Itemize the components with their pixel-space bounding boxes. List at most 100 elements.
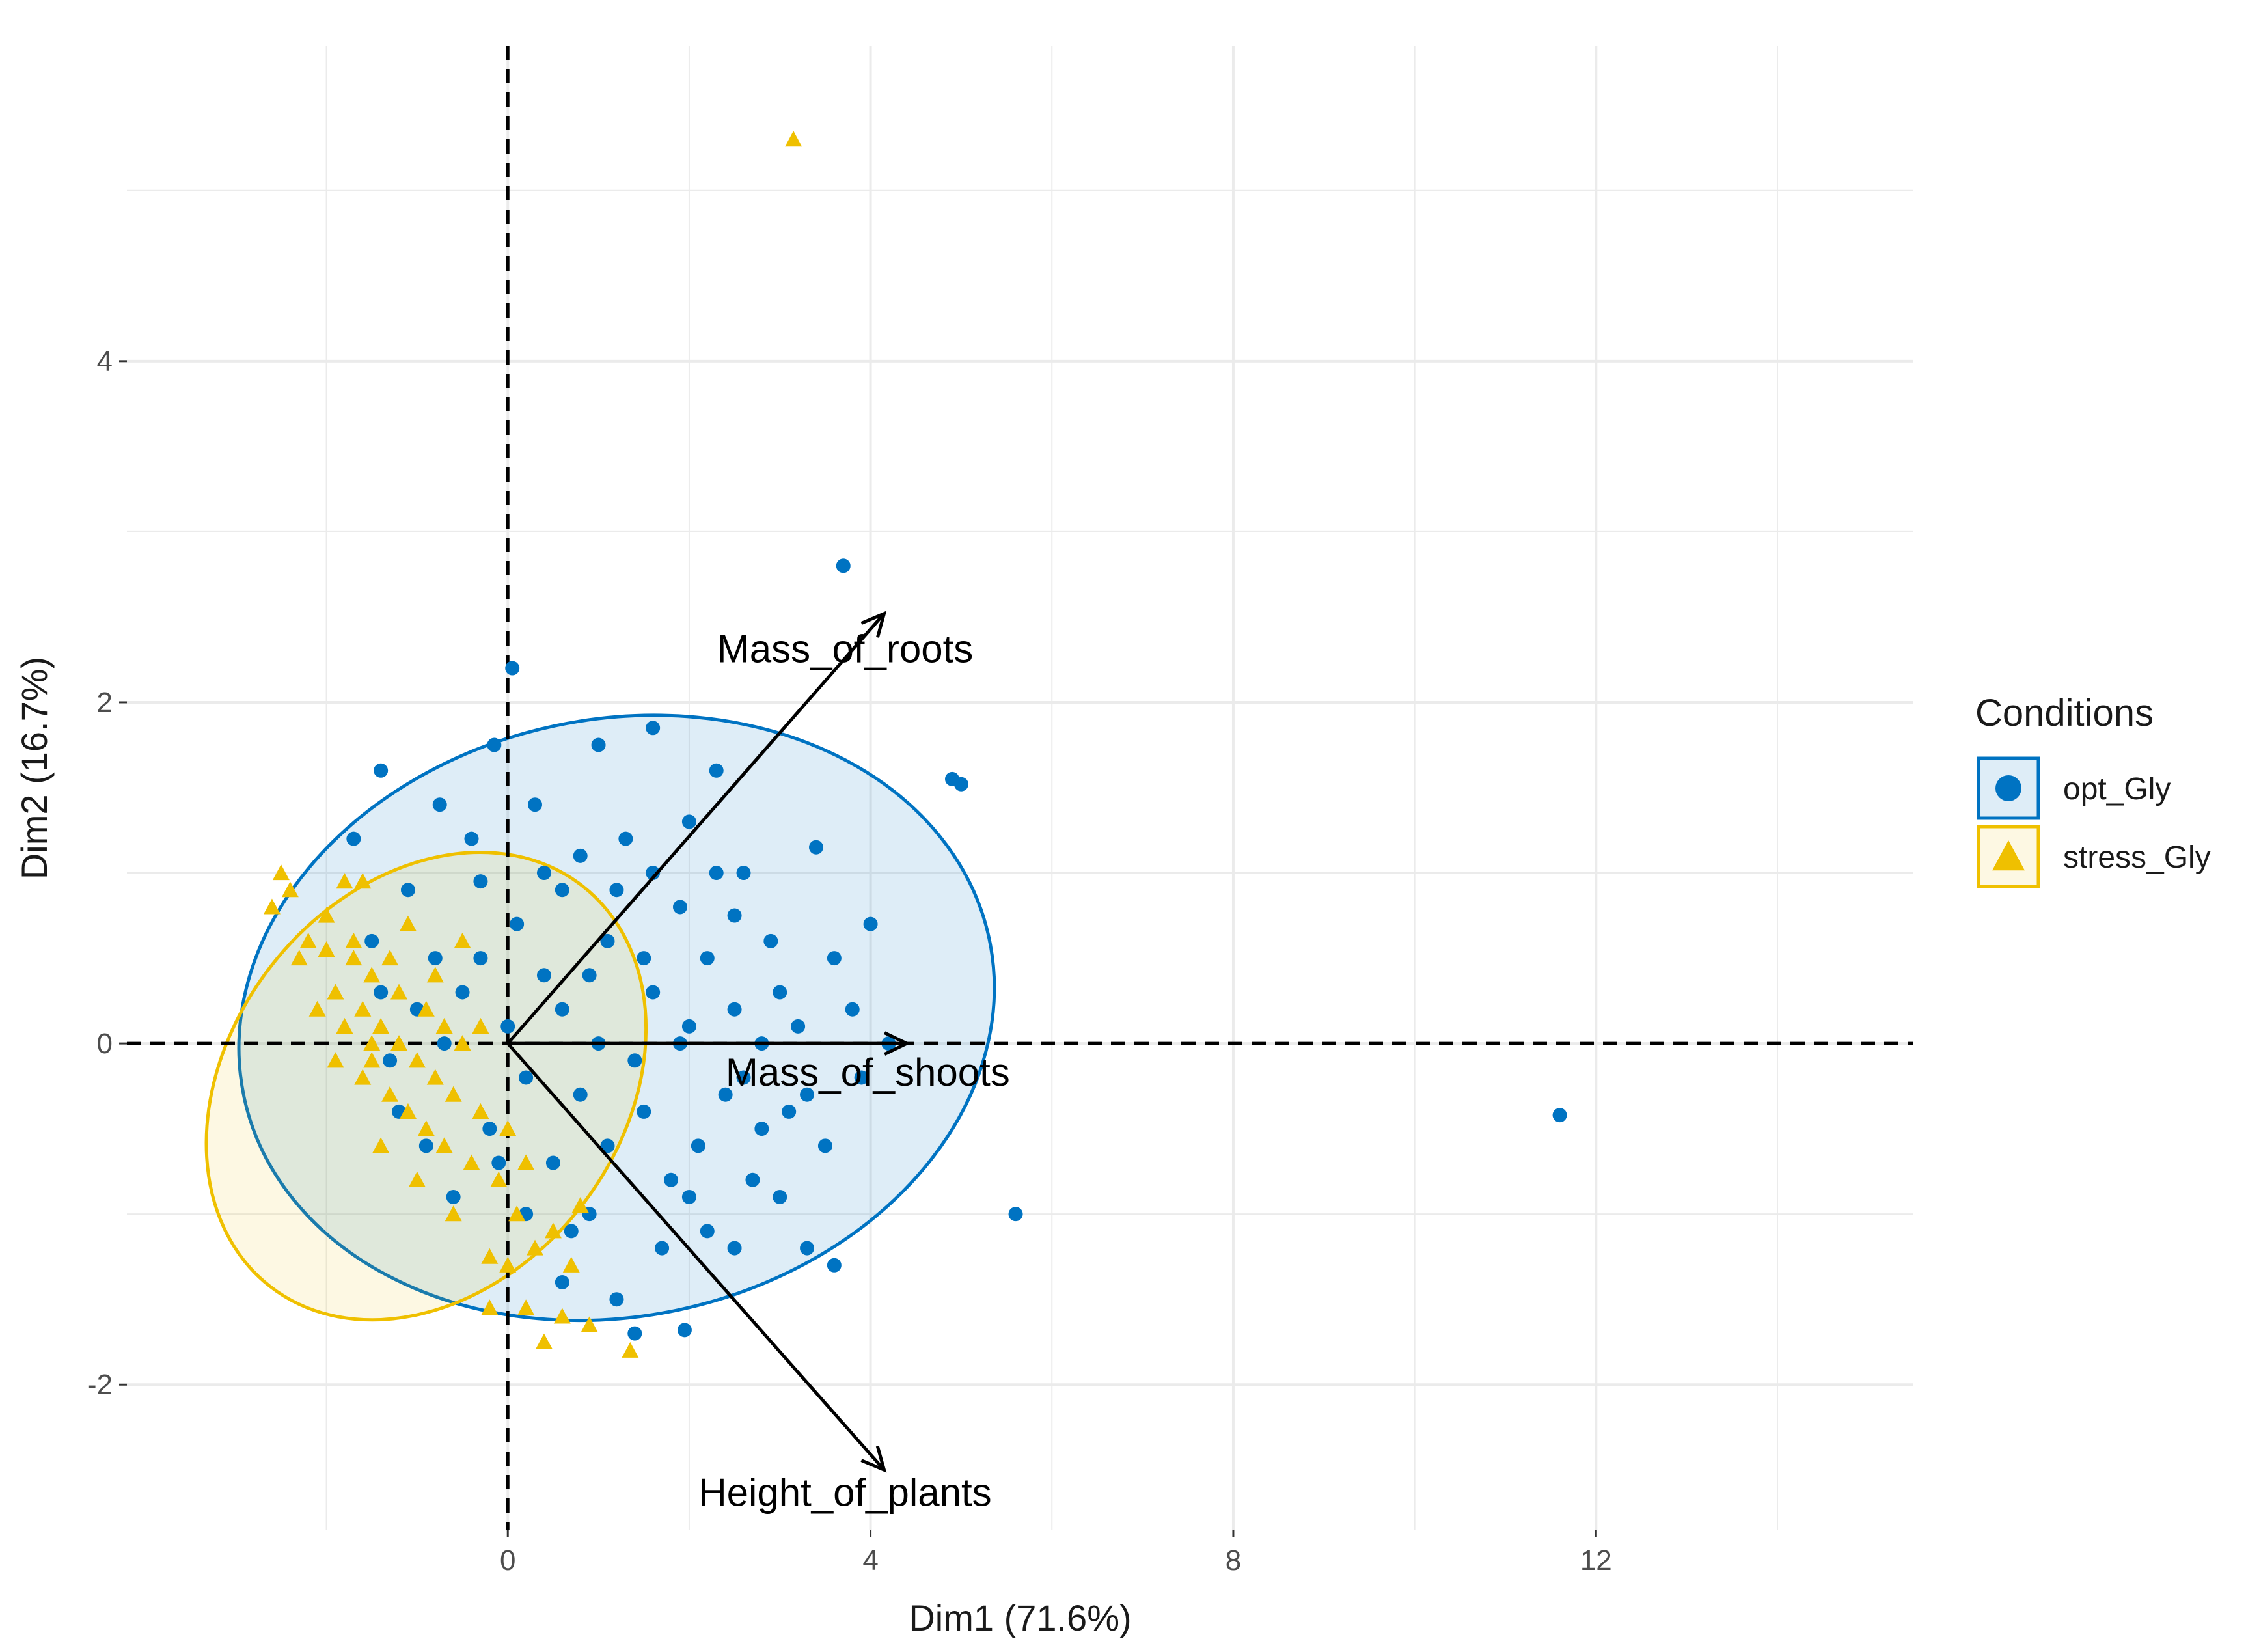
data-point-opt-gly <box>473 951 488 966</box>
data-point-opt-gly <box>817 1138 832 1153</box>
data-point-opt-gly <box>677 1323 692 1338</box>
data-point-opt-gly <box>464 831 479 846</box>
y-axis-title: Dim2 (16.7%) <box>14 657 55 879</box>
data-point-stress-gly <box>527 1239 544 1256</box>
data-point-stress-gly <box>318 907 335 923</box>
data-point-opt-gly <box>374 985 389 1000</box>
data-point-opt-gly <box>374 763 389 778</box>
data-point-opt-gly <box>691 1138 705 1153</box>
legend-label-opt-gly: opt_Gly <box>2063 772 2171 806</box>
data-point-stress-gly <box>535 1333 553 1349</box>
data-point-stress-gly <box>426 1069 444 1085</box>
data-point-stress-gly <box>354 1069 372 1085</box>
data-point-stress-gly <box>336 1017 353 1034</box>
axes: 0 4 8 12 -2 0 2 4 <box>87 346 1612 1576</box>
data-point-opt-gly <box>646 985 661 1000</box>
data-point-opt-gly <box>491 1155 506 1170</box>
x-axis-title: Dim1 (71.6%) <box>909 1597 1131 1638</box>
arrow-mass-of-roots <box>506 613 886 1045</box>
data-point-opt-gly <box>863 916 878 931</box>
data-point-opt-gly <box>473 874 488 889</box>
data-point-stress-gly <box>481 1299 499 1315</box>
arrow-height-of-plants <box>506 1042 886 1471</box>
legend-entry-stress-gly: stress_Gly <box>1977 825 2211 888</box>
data-point-stress-gly <box>299 932 317 948</box>
data-point-opt-gly <box>754 1122 769 1136</box>
data-point-stress-gly <box>363 967 381 983</box>
data-point-opt-gly <box>700 1224 715 1239</box>
data-point-stress-gly <box>336 873 353 889</box>
data-point-stress-gly <box>562 1256 580 1273</box>
data-point-stress-gly <box>281 881 299 898</box>
data-point-opt-gly <box>455 985 470 1000</box>
data-point-opt-gly <box>773 985 787 1000</box>
data-point-opt-gly <box>727 908 742 923</box>
data-point-stress-gly <box>363 1052 381 1068</box>
legend-triangle-icon <box>1992 840 2025 871</box>
data-point-stress-gly <box>327 1052 344 1068</box>
data-point-opt-gly <box>487 737 502 752</box>
data-point-stress-gly <box>544 1222 562 1239</box>
legend-circle-icon <box>1995 775 2021 801</box>
data-point-opt-gly <box>609 883 624 898</box>
data-point-stress-gly <box>354 873 372 889</box>
data-point-opt-gly <box>573 1087 588 1102</box>
data-point-stress-gly <box>472 1017 489 1034</box>
data-point-stress-gly <box>372 1017 390 1034</box>
data-point-opt-gly <box>718 1087 733 1102</box>
arrowhead-mass-of-shoots <box>884 1031 911 1056</box>
data-point-stress-gly <box>454 1035 471 1051</box>
data-point-stress-gly <box>622 1342 639 1358</box>
data-point-opt-gly <box>555 1002 569 1017</box>
data-point-opt-gly <box>953 777 968 792</box>
data-point-opt-gly <box>727 1241 742 1256</box>
data-point-stress-gly <box>581 1316 598 1332</box>
data-point-stress-gly <box>372 1137 390 1153</box>
data-point-opt-gly <box>745 1172 760 1187</box>
data-point-opt-gly <box>727 1002 742 1017</box>
data-point-opt-gly <box>637 951 651 966</box>
data-point-opt-gly <box>519 1070 534 1085</box>
data-point-stress-gly <box>390 1035 408 1051</box>
data-point-stress-gly <box>308 1000 326 1017</box>
data-point-opt-gly <box>709 763 724 778</box>
data-point-opt-gly <box>400 883 415 898</box>
data-point-opt-gly <box>681 1019 696 1034</box>
data-point-stress-gly <box>463 1154 480 1170</box>
data-point-opt-gly <box>808 840 823 855</box>
data-point-opt-gly <box>555 1275 569 1289</box>
data-point-opt-gly <box>655 1241 670 1256</box>
data-point-stress-gly <box>399 1103 417 1119</box>
grid-lines <box>127 46 1913 1530</box>
x-tick-label: 4 <box>862 1545 878 1576</box>
data-point-stress-gly <box>381 950 399 966</box>
data-point-opt-gly <box>500 1019 515 1034</box>
data-point-opt-gly <box>555 883 569 898</box>
data-point-opt-gly <box>782 1104 797 1119</box>
data-point-stress-gly <box>408 1171 426 1187</box>
data-point-stress-gly <box>345 950 363 966</box>
data-point-opt-gly <box>700 951 715 966</box>
data-point-stress-gly <box>445 1205 462 1222</box>
data-point-opt-gly <box>836 558 851 573</box>
variable-label-height-of-plants: Height_of_plants <box>698 1470 991 1514</box>
data-point-opt-gly <box>845 1002 860 1017</box>
y-tick-label: 0 <box>97 1028 113 1060</box>
data-point-opt-gly <box>591 737 606 752</box>
data-point-opt-gly <box>609 1292 624 1307</box>
data-point-stress-gly <box>426 967 444 983</box>
data-point-opt-gly <box>854 1070 869 1085</box>
data-point-stress-gly <box>445 1086 462 1102</box>
legend-title: Conditions <box>1975 692 2154 734</box>
data-point-opt-gly <box>418 1138 433 1153</box>
data-point-stress-gly <box>363 1035 381 1051</box>
data-point-opt-gly <box>627 1053 642 1068</box>
data-point-stress-gly <box>354 1000 372 1017</box>
data-point-stress-gly <box>553 1308 571 1324</box>
data-point-stress-gly <box>345 932 363 948</box>
data-point-stress-gly <box>499 1120 517 1136</box>
data-point-stress-gly <box>417 1000 435 1017</box>
data-point-stress-gly <box>417 1120 435 1136</box>
data-point-opt-gly <box>437 1036 452 1051</box>
